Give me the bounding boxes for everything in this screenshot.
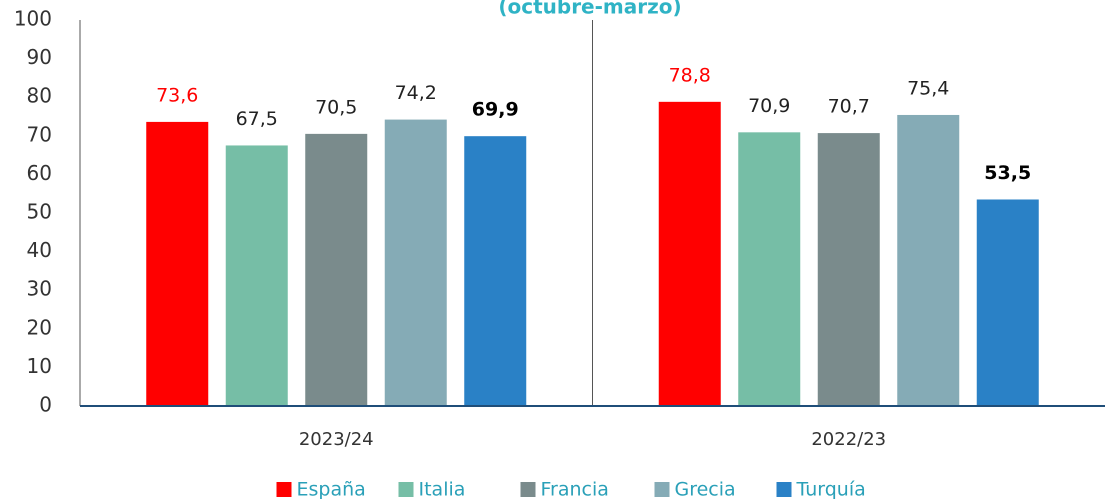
y-tick-label: 100 [14, 7, 52, 31]
value-label: 70,9 [748, 95, 790, 117]
y-tick-label: 90 [27, 45, 52, 69]
bar [225, 145, 288, 406]
legend-label: Grecia [675, 479, 736, 499]
legend-label: Turquía [796, 479, 866, 499]
legend-label: Francia [541, 479, 609, 499]
value-label: 70,5 [315, 96, 357, 118]
value-label: 74,2 [395, 82, 437, 104]
value-label: 67,5 [236, 108, 278, 130]
bar [897, 114, 960, 407]
y-tick-label: 40 [27, 238, 52, 262]
chart-title: (octubre-marzo) [498, 0, 681, 19]
bar [146, 121, 209, 407]
value-label: 75,4 [907, 77, 949, 99]
legend-swatch [776, 482, 792, 497]
value-label: 53,5 [984, 162, 1031, 184]
bar [817, 133, 880, 406]
legend-label: Italia [419, 479, 466, 499]
x-tick-label: 2023/24 [299, 429, 374, 450]
legend-swatch [276, 482, 292, 497]
value-label: 70,7 [828, 96, 870, 118]
y-tick-label: 10 [27, 354, 52, 378]
bar [464, 136, 527, 406]
legend-swatch [654, 482, 670, 497]
y-tick-label: 20 [27, 315, 52, 339]
y-tick-label: 50 [27, 200, 52, 224]
y-tick-label: 80 [27, 84, 52, 108]
y-tick-label: 60 [27, 161, 52, 185]
y-tick-label: 70 [27, 122, 52, 146]
value-label: 73,6 [156, 84, 198, 106]
legend-swatch [520, 482, 536, 497]
y-tick-label: 0 [39, 393, 52, 417]
value-label: 69,9 [472, 99, 519, 121]
bar [658, 101, 721, 406]
x-tick-label: 2022/23 [811, 429, 886, 450]
bar [305, 133, 368, 406]
legend-swatch [398, 482, 414, 497]
bar [976, 199, 1039, 406]
bar [384, 119, 447, 406]
y-tick-label: 30 [27, 277, 52, 301]
value-label: 78,8 [669, 64, 711, 86]
legend-label: España [297, 479, 366, 499]
bar [738, 132, 801, 407]
